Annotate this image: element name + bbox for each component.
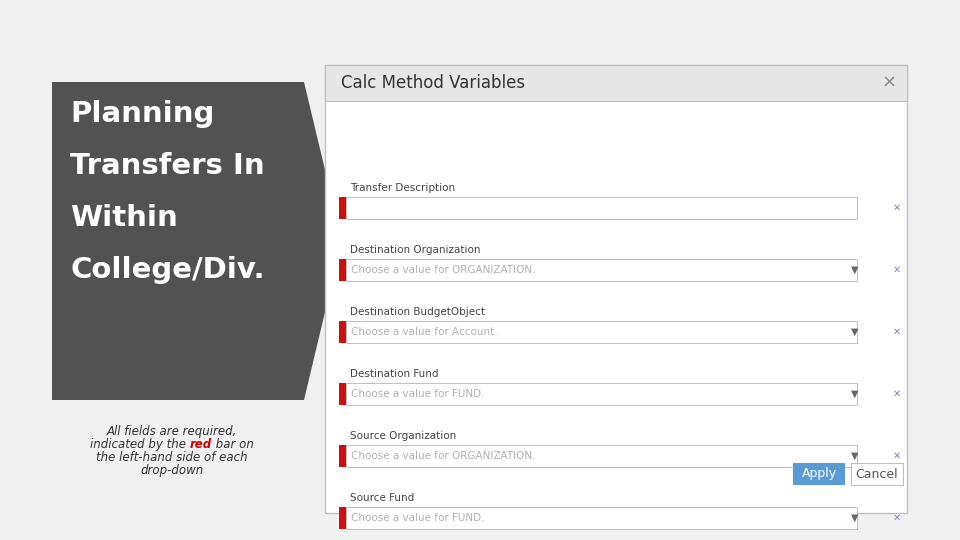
Text: Calc Method Variables: Calc Method Variables: [341, 74, 525, 92]
Text: Within: Within: [70, 204, 178, 232]
Bar: [346, 259, 857, 281]
Text: Destination Fund: Destination Fund: [350, 369, 439, 379]
Text: red: red: [190, 438, 212, 451]
Text: Choose a value for ORGANIZATION.: Choose a value for ORGANIZATION.: [351, 451, 536, 461]
Text: ✕: ✕: [893, 513, 901, 523]
Text: Choose a value for FUND.: Choose a value for FUND.: [351, 389, 485, 399]
Bar: [346, 321, 857, 343]
Text: ▼: ▼: [852, 513, 859, 523]
Text: ×: ×: [882, 74, 897, 92]
Text: bar on: bar on: [212, 438, 253, 451]
Bar: [346, 507, 857, 529]
Text: ✕: ✕: [893, 451, 901, 461]
Bar: [339, 383, 346, 405]
Bar: [325, 65, 907, 513]
Bar: [325, 65, 907, 101]
Bar: [346, 197, 857, 219]
Text: College/Div.: College/Div.: [70, 256, 265, 284]
Bar: [339, 445, 346, 467]
Text: Source Organization: Source Organization: [350, 431, 456, 441]
Text: ✕: ✕: [893, 265, 901, 275]
Bar: [851, 463, 903, 485]
Text: ▼: ▼: [852, 327, 859, 337]
Text: ▼: ▼: [852, 265, 859, 275]
Bar: [339, 507, 346, 529]
Text: Choose a value for ORGANIZATION.: Choose a value for ORGANIZATION.: [351, 265, 536, 275]
Text: ✕: ✕: [893, 203, 901, 213]
Bar: [339, 259, 346, 281]
Text: drop-down: drop-down: [140, 464, 204, 477]
Text: Planning: Planning: [70, 100, 214, 128]
Bar: [793, 463, 845, 485]
Text: ▼: ▼: [852, 451, 859, 461]
Polygon shape: [52, 82, 342, 400]
Bar: [339, 197, 346, 219]
Text: ✕: ✕: [893, 327, 901, 337]
Bar: [339, 321, 346, 343]
Bar: [346, 445, 857, 467]
Text: Destination Organization: Destination Organization: [350, 245, 481, 255]
Text: Choose a value for Account.: Choose a value for Account.: [351, 327, 497, 337]
Text: Source Fund: Source Fund: [350, 493, 415, 503]
Text: Transfer Description: Transfer Description: [350, 183, 455, 193]
Text: the left-hand side of each: the left-hand side of each: [96, 451, 248, 464]
Text: indicated by the: indicated by the: [90, 438, 190, 451]
Bar: [346, 383, 857, 405]
Text: All fields are required,: All fields are required,: [107, 425, 237, 438]
Text: ✕: ✕: [893, 389, 901, 399]
Text: Destination BudgetObject: Destination BudgetObject: [350, 307, 485, 317]
Text: Transfers In: Transfers In: [70, 152, 265, 180]
Text: Choose a value for FUND.: Choose a value for FUND.: [351, 513, 485, 523]
Text: Cancel: Cancel: [855, 468, 899, 481]
Text: Apply: Apply: [802, 468, 836, 481]
Text: ▼: ▼: [852, 389, 859, 399]
